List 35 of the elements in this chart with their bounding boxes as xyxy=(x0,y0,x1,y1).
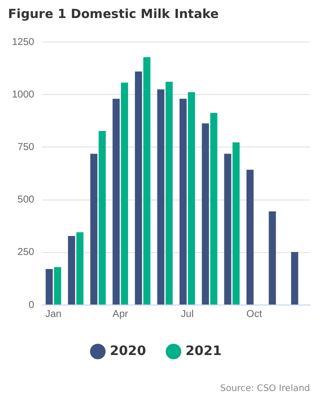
bar xyxy=(143,57,150,304)
bar xyxy=(232,142,240,304)
bar xyxy=(134,71,142,304)
bar xyxy=(224,154,232,304)
y-tick-label: 0 xyxy=(28,300,35,311)
bar xyxy=(268,211,276,304)
legend-label: 2021 xyxy=(186,344,222,359)
bar xyxy=(291,252,298,304)
y-tick-label: 1250 xyxy=(12,36,35,48)
bar xyxy=(157,89,164,304)
bar xyxy=(202,123,209,304)
bar xyxy=(188,92,196,304)
bar xyxy=(46,269,53,304)
bar xyxy=(246,170,254,304)
source-note: Source: CSO Ireland xyxy=(220,384,310,394)
x-tick-label: Jan xyxy=(45,308,62,320)
y-tick-label: 500 xyxy=(18,194,35,206)
bar xyxy=(210,112,218,304)
bar xyxy=(180,98,187,304)
bar xyxy=(90,154,98,304)
bar xyxy=(112,98,120,304)
chart-title: Figure 1 Domestic Milk Intake xyxy=(8,6,219,21)
x-tick-label: Apr xyxy=(112,308,129,320)
bar xyxy=(166,82,173,304)
x-tick-label: Oct xyxy=(246,308,262,320)
bar xyxy=(120,82,128,304)
y-tick-label: 750 xyxy=(18,142,35,153)
x-tick-label: Jul xyxy=(180,308,194,320)
legend-label: 2020 xyxy=(110,344,146,359)
bar xyxy=(98,131,106,304)
bar xyxy=(68,236,76,304)
bar xyxy=(54,267,62,304)
bar xyxy=(76,232,84,304)
y-tick-label: 1000 xyxy=(12,89,35,100)
y-tick-label: 250 xyxy=(18,247,35,258)
